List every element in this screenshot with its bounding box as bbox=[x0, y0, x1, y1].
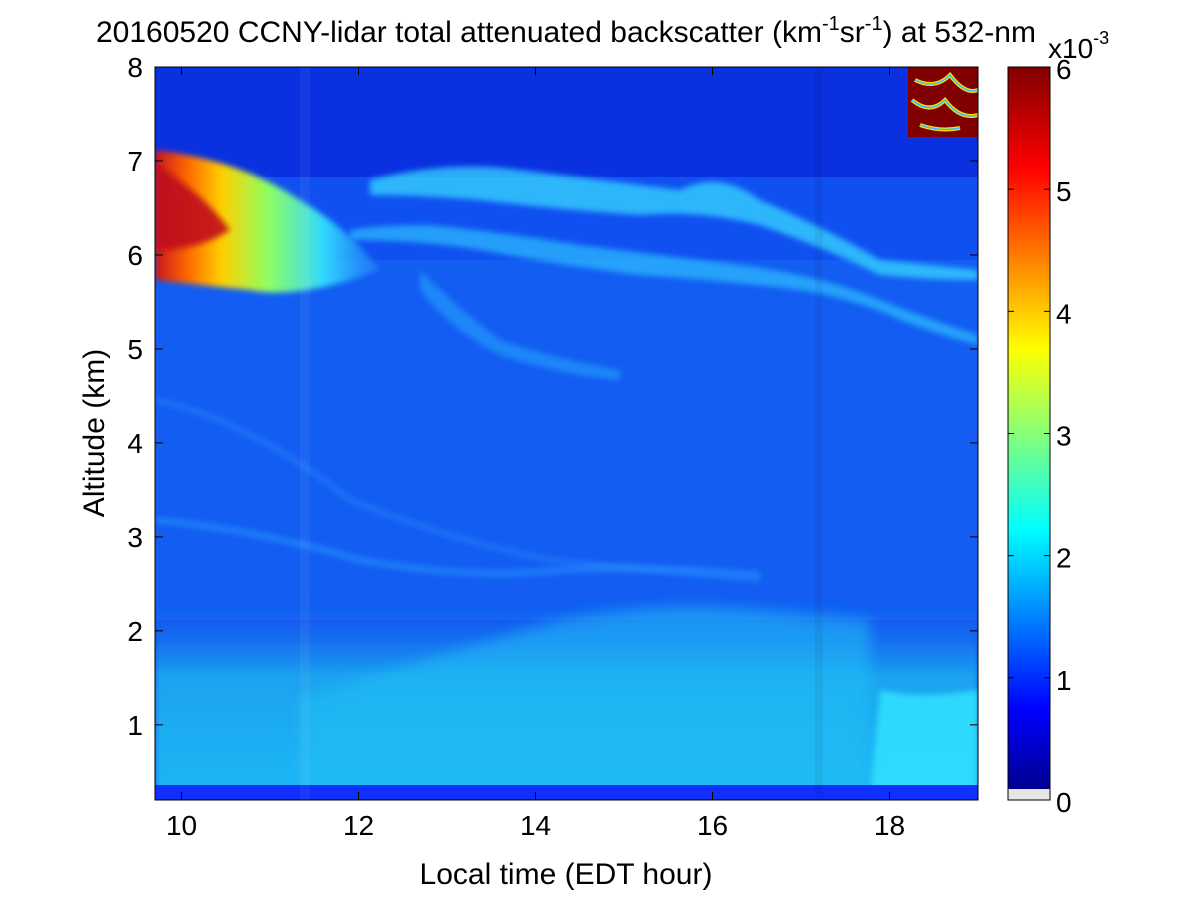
y-tick-label: 2 bbox=[127, 616, 143, 647]
y-tick-label: 1 bbox=[127, 710, 143, 741]
colorbar-tick-label: 2 bbox=[1056, 543, 1072, 574]
chart-title: 20160520 CCNY-lidar total attenuated bac… bbox=[96, 13, 1036, 49]
x-tick-label: 18 bbox=[874, 810, 905, 841]
upper-aerosol-layer bbox=[370, 166, 978, 280]
colorbar-ticks: 0 1 2 3 4 5 6 bbox=[1008, 54, 1072, 818]
y-tick-label: 3 bbox=[127, 522, 143, 553]
afternoon-convection bbox=[870, 690, 978, 800]
x-axis-label: Local time (EDT hour) bbox=[420, 858, 713, 891]
smoke-plume bbox=[155, 150, 380, 293]
colorbar-tick-label: 5 bbox=[1056, 176, 1072, 207]
data-seam-2 bbox=[815, 67, 823, 800]
boundary-layer-core bbox=[300, 606, 870, 800]
y-tick-label: 7 bbox=[127, 146, 143, 177]
colorbar-tick-label: 6 bbox=[1056, 54, 1072, 85]
colorbar-tick-label: 0 bbox=[1056, 787, 1072, 818]
colorbar-gradient bbox=[1008, 67, 1050, 789]
colorbar-exponent: x10-3 bbox=[1048, 28, 1109, 64]
y-tick-label: 4 bbox=[127, 428, 143, 459]
colorbar-tick-label: 1 bbox=[1056, 665, 1072, 696]
smoke-plume-core bbox=[155, 165, 230, 250]
upper-clear-air bbox=[155, 67, 978, 177]
cloud bbox=[908, 67, 978, 137]
y-tick-label: 5 bbox=[127, 334, 143, 365]
colorbar-zero-swatch bbox=[1008, 789, 1050, 800]
heatmap-area bbox=[155, 67, 978, 800]
y-axis: 1 2 3 4 5 6 7 8 bbox=[127, 52, 978, 741]
colorbar-tick-label: 4 bbox=[1056, 298, 1072, 329]
x-tick-label: 12 bbox=[343, 810, 374, 841]
x-tick-label: 14 bbox=[520, 810, 551, 841]
x-axis: 10 12 14 16 18 bbox=[166, 67, 905, 841]
x-tick-label: 16 bbox=[697, 810, 728, 841]
residual-layer-2 bbox=[155, 516, 761, 579]
y-tick-label: 8 bbox=[127, 52, 143, 83]
data-seam-1 bbox=[300, 67, 310, 800]
x-tick-label: 10 bbox=[166, 810, 197, 841]
colorbar: 0 1 2 3 4 5 6 x10-3 bbox=[1007, 28, 1109, 818]
free-troposphere bbox=[155, 260, 978, 620]
colorbar-tick-label: 3 bbox=[1056, 421, 1072, 452]
descending-aerosol-filament bbox=[420, 270, 620, 380]
y-axis-label: Altitude (km) bbox=[78, 349, 111, 517]
lower-aerosol-layer bbox=[350, 225, 978, 345]
plot-frame bbox=[154, 66, 979, 801]
y-tick-label: 6 bbox=[127, 240, 143, 271]
near-ground-band bbox=[155, 785, 978, 800]
